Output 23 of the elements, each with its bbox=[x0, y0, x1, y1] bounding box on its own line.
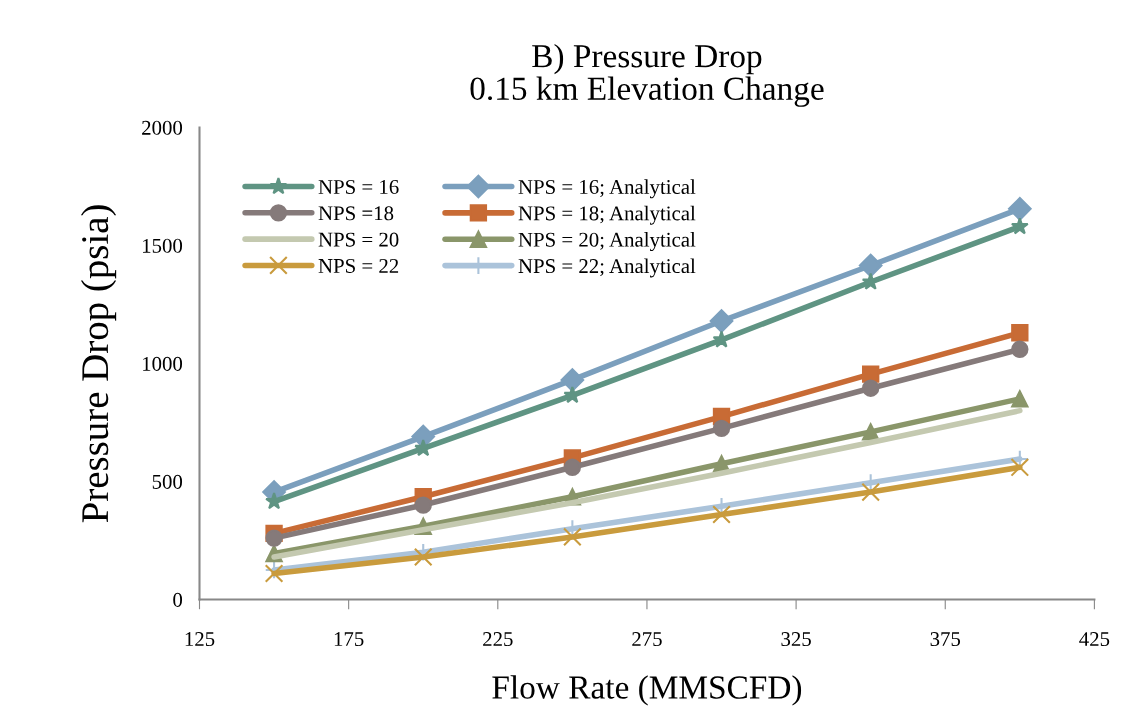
x-tick-label: 425 bbox=[1079, 632, 1110, 647]
x-tick-label: 125 bbox=[185, 632, 215, 647]
y-tick-label: 0 bbox=[173, 592, 183, 607]
legend-label: NPS =18 bbox=[318, 206, 394, 221]
legend-label: NPS = 22; Analytical bbox=[518, 258, 696, 278]
y-axis-title: Pressure Drop (psia) bbox=[80, 205, 117, 523]
x-tick-label: 375 bbox=[930, 632, 961, 647]
legend-label: NPS = 20 bbox=[318, 232, 399, 247]
legend-label: NPS = 20; Analytical bbox=[518, 232, 696, 252]
legend-label: NPS = 22 bbox=[318, 258, 399, 273]
legend-label: NPS = 18; Analytical bbox=[518, 205, 696, 225]
y-tick-label: 2000 bbox=[142, 120, 183, 135]
legend-label: NPS = 16 bbox=[318, 180, 399, 195]
y-tick-label: 500 bbox=[152, 474, 183, 489]
x-tick-label: 325 bbox=[781, 632, 811, 647]
y-tick-label: 1000 bbox=[143, 356, 183, 371]
x-tick-label: 225 bbox=[483, 632, 513, 647]
x-axis-title: Flow Rate (MMSCFD) bbox=[492, 675, 802, 706]
y-tick-label: 1500 bbox=[143, 238, 183, 253]
x-tick-label: 175 bbox=[334, 632, 364, 647]
legend-label: NPS = 16; Analytical bbox=[518, 179, 696, 199]
chart-title: B) Pressure Drop 0.15 km Elevation Change bbox=[470, 43, 824, 107]
x-tick-label: 275 bbox=[632, 632, 662, 647]
